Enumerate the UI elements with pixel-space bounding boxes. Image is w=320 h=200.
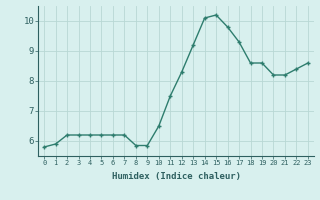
X-axis label: Humidex (Indice chaleur): Humidex (Indice chaleur) <box>111 172 241 181</box>
